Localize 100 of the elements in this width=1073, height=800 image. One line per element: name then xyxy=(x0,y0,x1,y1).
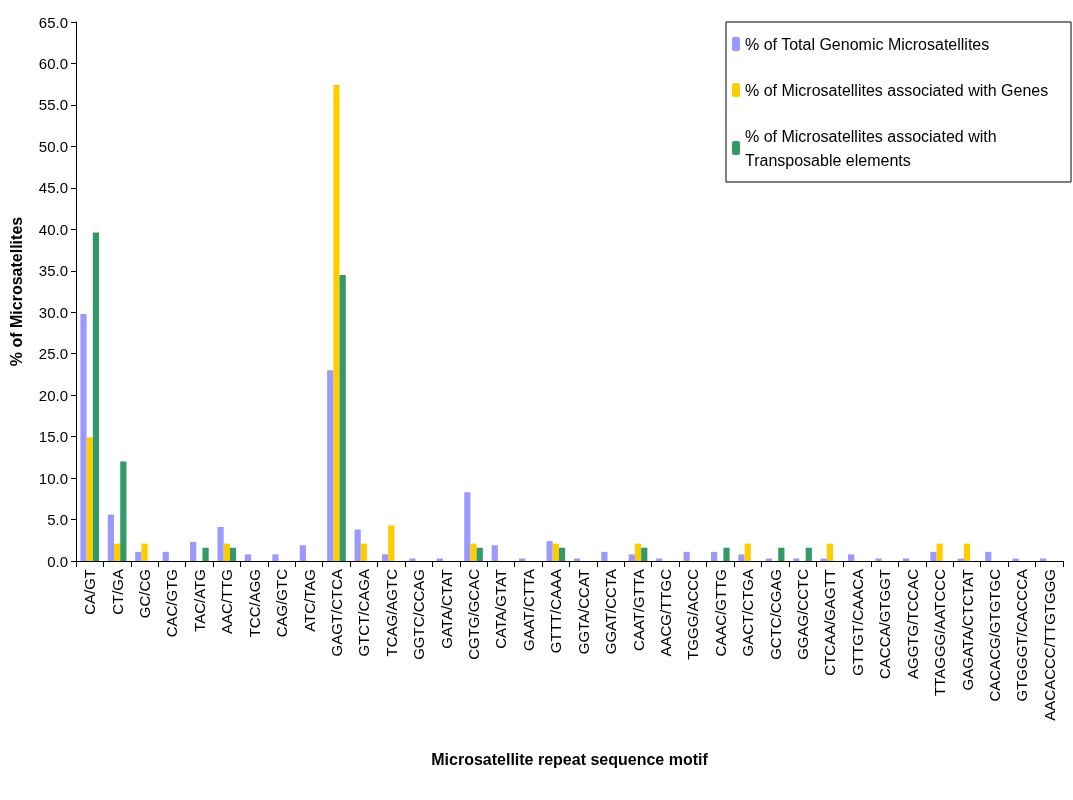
x-tick-label: GGTA/CCAT xyxy=(574,569,592,655)
x-tick-label: TCAG/AGTC xyxy=(382,568,400,657)
x-tick-label: CACCA/GTGGT xyxy=(876,569,894,680)
x-tick-label: GACT/CTGA xyxy=(739,569,757,657)
x-tick-label: TTAGGG/AATCCC xyxy=(931,568,949,696)
x-tick-label: GGAT/CCTA xyxy=(602,569,620,655)
bar xyxy=(464,492,471,561)
x-tick-label: GTTGT/CAACA xyxy=(848,569,866,676)
x-tick-label: AACG/TTGC xyxy=(656,568,674,657)
bar xyxy=(558,547,566,561)
bar xyxy=(628,554,635,561)
bar xyxy=(354,529,361,561)
bar xyxy=(738,554,745,561)
y-axis-title: % of Microsatellites xyxy=(7,216,25,367)
bar xyxy=(86,437,93,561)
bar xyxy=(107,514,115,561)
x-tick-label: CT/GA xyxy=(108,569,126,615)
x-tick-label: GCTC/CGAG xyxy=(766,569,784,660)
y-tick-label: 60.0 xyxy=(38,54,68,72)
x-tick-label: CACACG/GTGTGC xyxy=(985,568,1003,702)
bar xyxy=(80,313,87,561)
y-tick-label: 45.0 xyxy=(38,179,68,197)
x-tick-label: CAAC/GTTG xyxy=(711,569,729,657)
bar xyxy=(963,543,971,561)
legend-label: % of Microsatellites associated with Genes xyxy=(745,81,1049,99)
bar xyxy=(339,274,346,561)
bar xyxy=(476,547,483,561)
y-tick-label: 25.0 xyxy=(38,345,68,363)
x-tick-label: GATA/CTAT xyxy=(437,569,455,649)
bar xyxy=(244,554,252,561)
bar xyxy=(190,541,197,561)
x-tick-label: AAC/TTG xyxy=(218,569,236,635)
bar xyxy=(634,543,642,561)
x-tick-label: CATA/GTAT xyxy=(492,569,510,649)
x-tick-label: AGGTG/TCCAC xyxy=(903,568,921,680)
legend-label: % of Total Genomic Microsatellites xyxy=(745,35,990,53)
x-tick-label: CA/GT xyxy=(81,569,99,615)
bar xyxy=(388,525,395,561)
bar xyxy=(120,461,127,561)
bar xyxy=(409,558,416,561)
bar xyxy=(936,543,943,561)
legend-label: % of Microsatellites associated with Transposable elements xyxy=(745,127,1002,169)
bar xyxy=(552,543,559,561)
bar xyxy=(272,554,279,561)
x-tick-label: TGGG/ACCC xyxy=(684,568,702,660)
x-tick-label: GAGT/CTCA xyxy=(327,569,345,657)
bar xyxy=(848,554,855,561)
x-tick-label: GGTC/CCAG xyxy=(410,569,428,660)
x-tick-label: CAC/GTG xyxy=(163,569,181,638)
x-tick-label: CAAT/GTTA xyxy=(629,569,647,651)
bar xyxy=(744,543,751,561)
y-tick-label: 35.0 xyxy=(38,262,68,280)
bar xyxy=(470,543,477,561)
bar xyxy=(135,551,142,561)
y-tick-label: 15.0 xyxy=(38,428,68,446)
x-tick-label: GAGATA/CTCTAT xyxy=(958,569,976,691)
y-tick-label: 10.0 xyxy=(38,469,68,487)
bar xyxy=(299,545,306,561)
bar xyxy=(381,554,389,561)
x-tick-label: GTCT/CAGA xyxy=(355,569,373,657)
bar xyxy=(826,543,834,561)
bar xyxy=(723,547,730,561)
x-tick-label: CTCAA/GAGTT xyxy=(821,569,839,676)
bar xyxy=(683,551,690,561)
bar xyxy=(92,232,100,561)
y-tick-label: 40.0 xyxy=(38,220,68,238)
bar xyxy=(229,547,237,561)
y-tick-label: 0.0 xyxy=(47,552,68,570)
x-tick-label: ATC/TAG xyxy=(300,569,318,632)
y-tick-label: 50.0 xyxy=(38,137,68,155)
x-tick-label: AACACCC/TTGTGGG xyxy=(1040,569,1058,721)
x-tick-label: CAG/GTC xyxy=(273,568,291,638)
bar xyxy=(162,551,169,561)
bar xyxy=(805,547,812,561)
x-tick-label: GC/CG xyxy=(136,569,154,619)
x-tick-label: CGTG/GCAC xyxy=(465,568,483,660)
x-tick-label: TAC/ATG xyxy=(190,569,208,632)
bar xyxy=(641,547,648,561)
x-tick-label: GAAT/CTTA xyxy=(519,569,537,651)
bar xyxy=(491,545,498,561)
bar xyxy=(223,543,230,561)
x-tick-label: GTGGGT/CACCCA xyxy=(1013,569,1031,702)
bar xyxy=(360,543,367,561)
bar xyxy=(114,543,121,561)
bar xyxy=(217,527,224,561)
bar xyxy=(141,543,148,561)
bar xyxy=(985,551,992,561)
x-tick-label: TCC/AGG xyxy=(245,569,263,638)
y-tick-label: 65.0 xyxy=(38,13,68,31)
bar xyxy=(710,551,718,561)
bar xyxy=(333,85,340,561)
y-tick-label: 20.0 xyxy=(38,386,68,404)
bar xyxy=(930,551,937,561)
y-tick-label: 30.0 xyxy=(38,303,68,321)
bar xyxy=(202,547,209,561)
x-tick-label: GGAG/CCTC xyxy=(794,568,812,660)
bar xyxy=(546,541,553,561)
bar xyxy=(601,551,608,561)
bar xyxy=(778,547,785,561)
bar xyxy=(875,558,882,561)
